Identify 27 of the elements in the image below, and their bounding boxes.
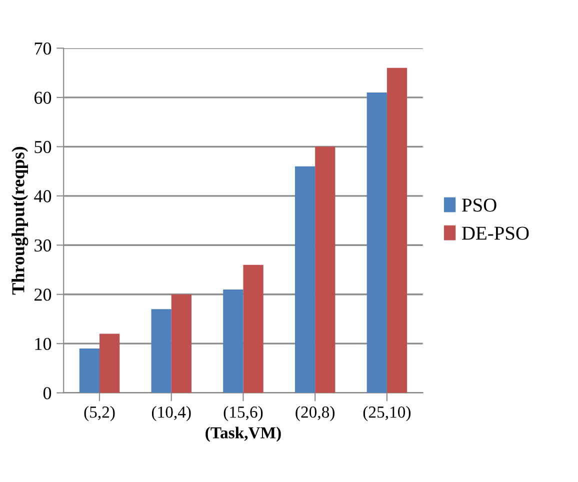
bar [151,309,172,393]
y-axis-title: Throughput(reqps) [12,146,28,295]
y-tick-label: 10 [35,338,52,350]
bar [223,289,244,393]
bar [171,294,192,393]
y-tick-label: 30 [34,239,52,252]
x-axis-title: (Task,VM) [206,426,281,442]
bar [366,92,387,393]
y-tick-label: 60 [34,92,52,104]
x-tick-label: (15,6) [224,406,263,422]
bar [294,166,316,393]
x-tick-label: (5,2) [84,406,115,422]
legend-label: PSO [462,198,496,212]
y-tick-label: 0 [43,387,52,400]
bar [243,264,264,393]
x-tick-label: (20,8) [296,406,334,422]
y-tick-label: 40 [34,190,52,202]
y-tick-label: 70 [34,42,52,55]
bar [100,334,120,393]
bar [386,68,408,393]
legend-label: DE-PSO [462,226,529,240]
y-tick-label: 20 [34,288,52,301]
bar [315,146,336,393]
y-tick-label: 50 [34,140,52,154]
bar [79,348,100,393]
x-tick-label: (10,4) [152,406,191,422]
x-tick-label: (25,10) [363,406,411,422]
